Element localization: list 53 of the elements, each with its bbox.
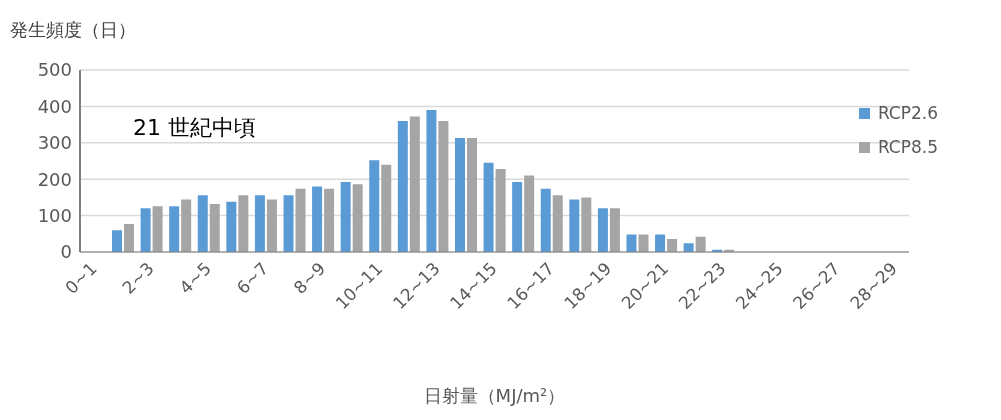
bar: [352, 184, 363, 252]
bar: [626, 234, 637, 252]
bar: [283, 195, 294, 252]
bar: [124, 223, 135, 252]
bar: [524, 175, 535, 252]
bar: [295, 188, 306, 252]
bar: [226, 201, 237, 252]
y-tick-label: 400: [37, 95, 72, 117]
bar: [454, 138, 465, 252]
bar: [597, 208, 608, 252]
bar: [483, 162, 494, 252]
bar: [512, 182, 523, 252]
y-tick-label: 200: [37, 168, 72, 190]
bar: [552, 195, 563, 252]
bar: [683, 243, 694, 252]
bar: [409, 116, 420, 252]
bar: [381, 164, 392, 252]
bar: [152, 206, 163, 252]
bar: [655, 234, 666, 252]
y-tick-label: 100: [37, 204, 72, 226]
bar: [140, 208, 151, 252]
legend-label: RCP8.5: [877, 137, 938, 157]
bar: [609, 208, 620, 252]
bar: [181, 199, 192, 252]
bar: [695, 236, 706, 252]
y-tick-label: 0: [60, 241, 72, 263]
bar: [426, 110, 437, 252]
x-axis-title: 日射量（MJ/m²）: [423, 385, 566, 406]
legend-label: RCP2.6: [877, 103, 938, 123]
bar: [266, 199, 277, 252]
bar: [340, 182, 351, 252]
bar: [169, 206, 180, 252]
bar: [466, 138, 477, 252]
bar: [209, 203, 220, 252]
bar: [569, 199, 580, 252]
bar: [495, 169, 506, 252]
bar: [324, 188, 335, 252]
bar: [254, 195, 265, 252]
bar: [667, 238, 678, 252]
bar: [581, 197, 592, 252]
bar: [369, 160, 380, 252]
y-axis-title: 発生頻度（日）: [10, 18, 136, 42]
bar: [397, 120, 408, 252]
bar: [540, 188, 551, 252]
bar: [638, 234, 649, 252]
y-tick-label: 500: [37, 59, 72, 81]
bar: [438, 120, 449, 252]
bar: [197, 195, 208, 252]
annotation: 21 世紀中頃: [133, 114, 256, 142]
y-tick-label: 300: [37, 132, 72, 154]
bar: [112, 230, 123, 252]
bar: [238, 195, 249, 252]
bar: [312, 186, 323, 252]
